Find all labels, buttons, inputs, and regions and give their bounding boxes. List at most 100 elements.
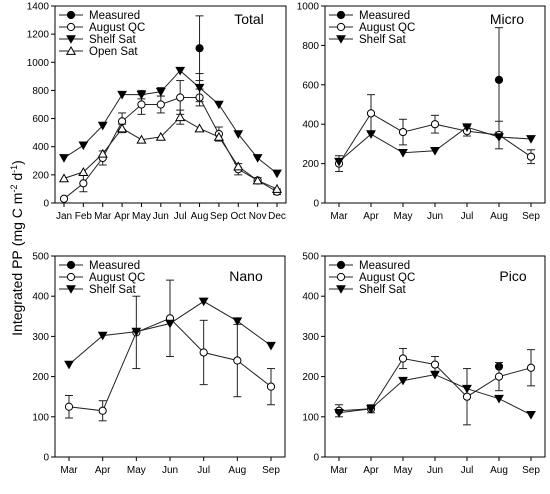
nano-ytick-label: 500 — [32, 252, 49, 263]
total-data-point — [175, 112, 186, 122]
y-axis-label-exp1: -2 — [9, 185, 19, 193]
total-series-measured — [195, 15, 204, 82]
total-data-point — [136, 134, 147, 144]
nano-legend-label: Shelf Sat — [89, 284, 136, 296]
total-data-point — [252, 175, 263, 185]
nano-data-point — [165, 319, 175, 329]
micro-data-point — [398, 148, 408, 158]
micro-ytick-label: 200 — [302, 159, 319, 170]
total-data-point — [214, 100, 224, 110]
total-data-point — [59, 194, 69, 203]
total-xtick-label: Mar — [94, 211, 112, 222]
pico-data-point — [526, 410, 536, 420]
total-legend-entry: Shelf Sat — [59, 34, 136, 46]
nano-ytick-label: 400 — [32, 292, 49, 303]
pico-xtick-label: Apr — [363, 465, 379, 476]
total-data-point — [271, 183, 283, 193]
pico-xtick-label: Mar — [330, 465, 348, 476]
total-panel-title: Total — [234, 11, 264, 27]
micro-data-point — [526, 152, 536, 161]
total-ytick-label: 200 — [32, 170, 49, 181]
total-data-point — [78, 167, 89, 176]
total-ytick-label: 1200 — [27, 30, 50, 41]
pico-legend-entry: Measured — [329, 260, 410, 272]
micro-legend-label: Shelf Sat — [359, 34, 406, 46]
total-data-point — [117, 123, 128, 133]
pico-data-point — [398, 354, 408, 363]
total-data-point — [136, 90, 147, 100]
total-series-line — [63, 70, 278, 174]
total-data-point — [97, 148, 108, 158]
total-legend-label: Open Sat — [89, 46, 138, 58]
nano-xtick-label: May — [127, 465, 146, 476]
pico-ytick-label: 200 — [302, 372, 319, 383]
nano-legend-label: Measured — [89, 260, 140, 272]
pico-data-point — [494, 394, 504, 404]
nano-data-point — [198, 297, 209, 307]
total-ytick-label: 0 — [43, 199, 49, 210]
nano-series-shelf-sat — [64, 297, 276, 370]
total-xtick-label: Jan — [56, 211, 72, 222]
total-xtick-label: Aug — [191, 211, 209, 222]
pico-ytick-label: 100 — [302, 412, 319, 423]
total-series-shelf-sat — [59, 66, 282, 179]
total-data-point — [233, 161, 244, 171]
micro-ytick-label: 1000 — [297, 2, 320, 13]
total-data-point — [156, 100, 165, 109]
micro-xtick-label: Jun — [427, 211, 443, 222]
chart-panel-pico: 0 100 200 300 400 500 Mar Apr May Jun Jul Aug Sep Pic… — [302, 252, 546, 476]
pico-legend-marker — [336, 260, 346, 270]
total-xtick-label: Dec — [268, 211, 286, 222]
total-data-point — [195, 44, 204, 53]
micro-data-point — [430, 120, 440, 129]
total-legend-marker — [66, 35, 76, 44]
nano-legend-entry: Measured — [59, 260, 140, 272]
pico-data-point — [366, 404, 376, 414]
micro-plot-frame — [324, 5, 546, 204]
pico-legend-label: Measured — [359, 260, 410, 272]
micro-series-measured — [494, 27, 504, 133]
micro-ytick-label: 800 — [302, 41, 319, 52]
micro-legend-label: August QC — [359, 22, 415, 34]
micro-data-point — [430, 146, 440, 156]
chart-panel-nano: 0 100 200 300 400 500 Mar Apr May Jun Jul Aug Sep Nan… — [32, 252, 286, 476]
total-legend-marker — [66, 22, 76, 32]
total-ytick-label: 600 — [32, 114, 49, 125]
micro-xtick-label: Jul — [461, 211, 474, 222]
pico-xtick-label: Jul — [461, 465, 474, 476]
total-legend-entry: Open Sat — [59, 45, 138, 58]
nano-ytick-label: 100 — [32, 412, 49, 423]
pico-ytick-label: 300 — [302, 332, 319, 343]
nano-data-point — [266, 382, 276, 391]
nano-data-point — [232, 317, 243, 326]
total-series-august-qc — [59, 80, 282, 203]
micro-legend-entry: Shelf Sat — [329, 34, 406, 46]
total-data-point — [59, 154, 69, 163]
nano-series-august-qc — [64, 279, 276, 422]
total-xtick-label: Apr — [114, 211, 130, 222]
total-data-point — [175, 66, 186, 76]
y-axis-label-main: Integrated PP — [9, 250, 25, 336]
pico-series-shelf-sat — [334, 370, 536, 420]
y-axis-label-exp2: -1 — [9, 165, 19, 173]
total-xtick-label: Sep — [210, 211, 228, 222]
total-xtick-label: May — [132, 211, 151, 222]
nano-xtick-label: Apr — [95, 465, 111, 476]
pico-legend-entry: Shelf Sat — [329, 284, 406, 296]
total-legend-marker — [66, 10, 76, 20]
nano-xtick-label: Jun — [162, 465, 178, 476]
pico-data-point — [430, 370, 440, 380]
micro-panel-title: Micro — [490, 11, 524, 27]
pico-data-point — [462, 384, 472, 394]
nano-panel-title: Nano — [229, 268, 263, 284]
total-series-line — [63, 97, 278, 200]
micro-legend-marker — [336, 22, 346, 32]
total-data-point — [58, 173, 70, 183]
micro-data-point — [462, 123, 472, 132]
total-data-point — [194, 123, 205, 133]
micro-xtick-label: Mar — [330, 211, 348, 222]
nano-data-point — [199, 348, 208, 357]
micro-data-point — [494, 75, 504, 84]
nano-ytick-label: 0 — [43, 453, 49, 464]
